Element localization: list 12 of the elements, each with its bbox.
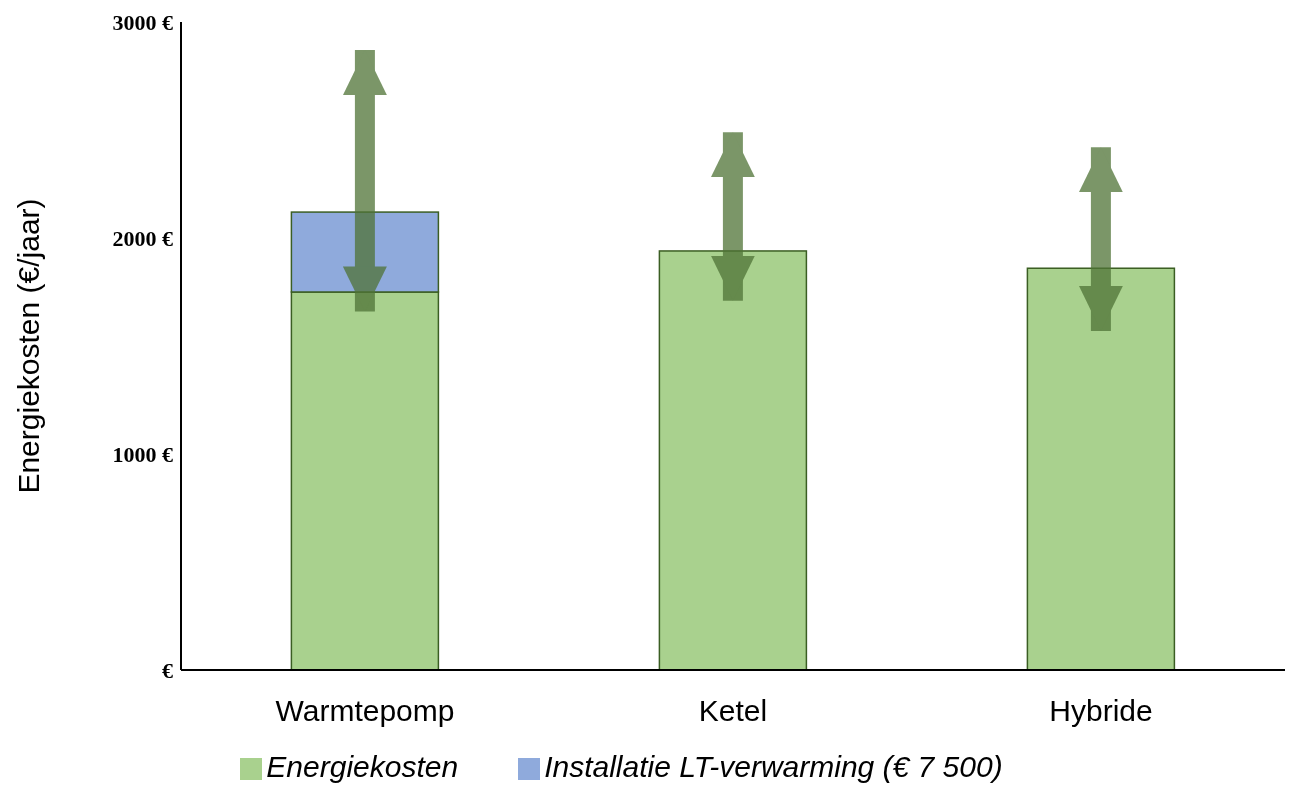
y-tick-label: 3000 € — [112, 9, 173, 35]
x-tick-label: Warmtepomp — [275, 694, 455, 728]
y-tick-label: 2000 € — [112, 225, 173, 251]
bar — [658, 250, 808, 670]
y-axis-title: Energiekosten (€/jaar) — [11, 198, 45, 494]
legend-label: Installatie LT-verwarming (€ 7 500) — [544, 750, 1003, 783]
y-tick-label: 1000 € — [112, 441, 173, 467]
bar — [1026, 267, 1176, 670]
y-tick-label: € — [162, 657, 173, 683]
legend-label: Energiekosten — [266, 750, 459, 783]
x-tick-label: Hybride — [1049, 694, 1153, 728]
x-tick-label: Ketel — [698, 694, 768, 728]
